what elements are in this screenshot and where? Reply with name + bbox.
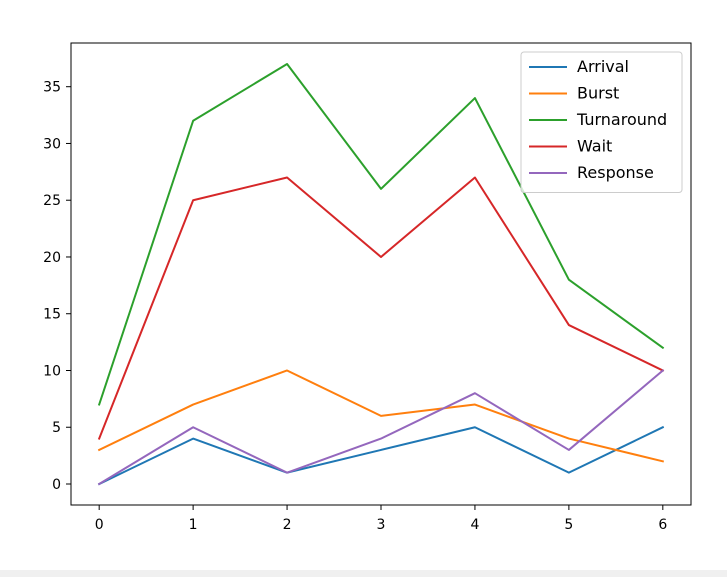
x-axis: 0 1 2 3 4 5 6 — [95, 505, 667, 533]
series-line-wait — [97, 176, 665, 440]
y-axis: 0 5 10 15 20 25 30 35 — [43, 80, 71, 493]
x-tick-label: 3 — [377, 517, 386, 533]
x-tick-label: 1 — [189, 517, 198, 533]
x-tick-label: 2 — [283, 517, 292, 533]
y-tick-label: 30 — [43, 136, 61, 152]
x-tick-label: 4 — [470, 517, 479, 533]
y-tick-label: 20 — [43, 250, 61, 266]
x-tick-label: 0 — [95, 517, 104, 533]
x-tick-label: 5 — [564, 517, 573, 533]
y-tick-label: 35 — [43, 80, 61, 96]
legend-label-turnaround: Turnaround — [576, 110, 667, 129]
y-tick-label: 10 — [43, 363, 61, 379]
y-tick-label: 5 — [52, 420, 61, 436]
legend-label-arrival: Arrival — [577, 57, 629, 76]
legend: Arrival Burst Turnaround Wait Response — [520, 51, 683, 193]
legend-label-response: Response — [577, 163, 654, 182]
series-line-arrival — [97, 425, 665, 486]
x-tick-label: 6 — [658, 517, 667, 533]
legend-label-wait: Wait — [577, 137, 612, 156]
y-tick-label: 0 — [52, 477, 61, 493]
y-tick-label: 15 — [43, 307, 61, 323]
legend-box — [520, 51, 683, 193]
series-layer — [97, 63, 665, 486]
legend-label-burst: Burst — [577, 84, 619, 103]
series-line-response — [97, 369, 665, 486]
y-tick-label: 25 — [43, 193, 61, 209]
